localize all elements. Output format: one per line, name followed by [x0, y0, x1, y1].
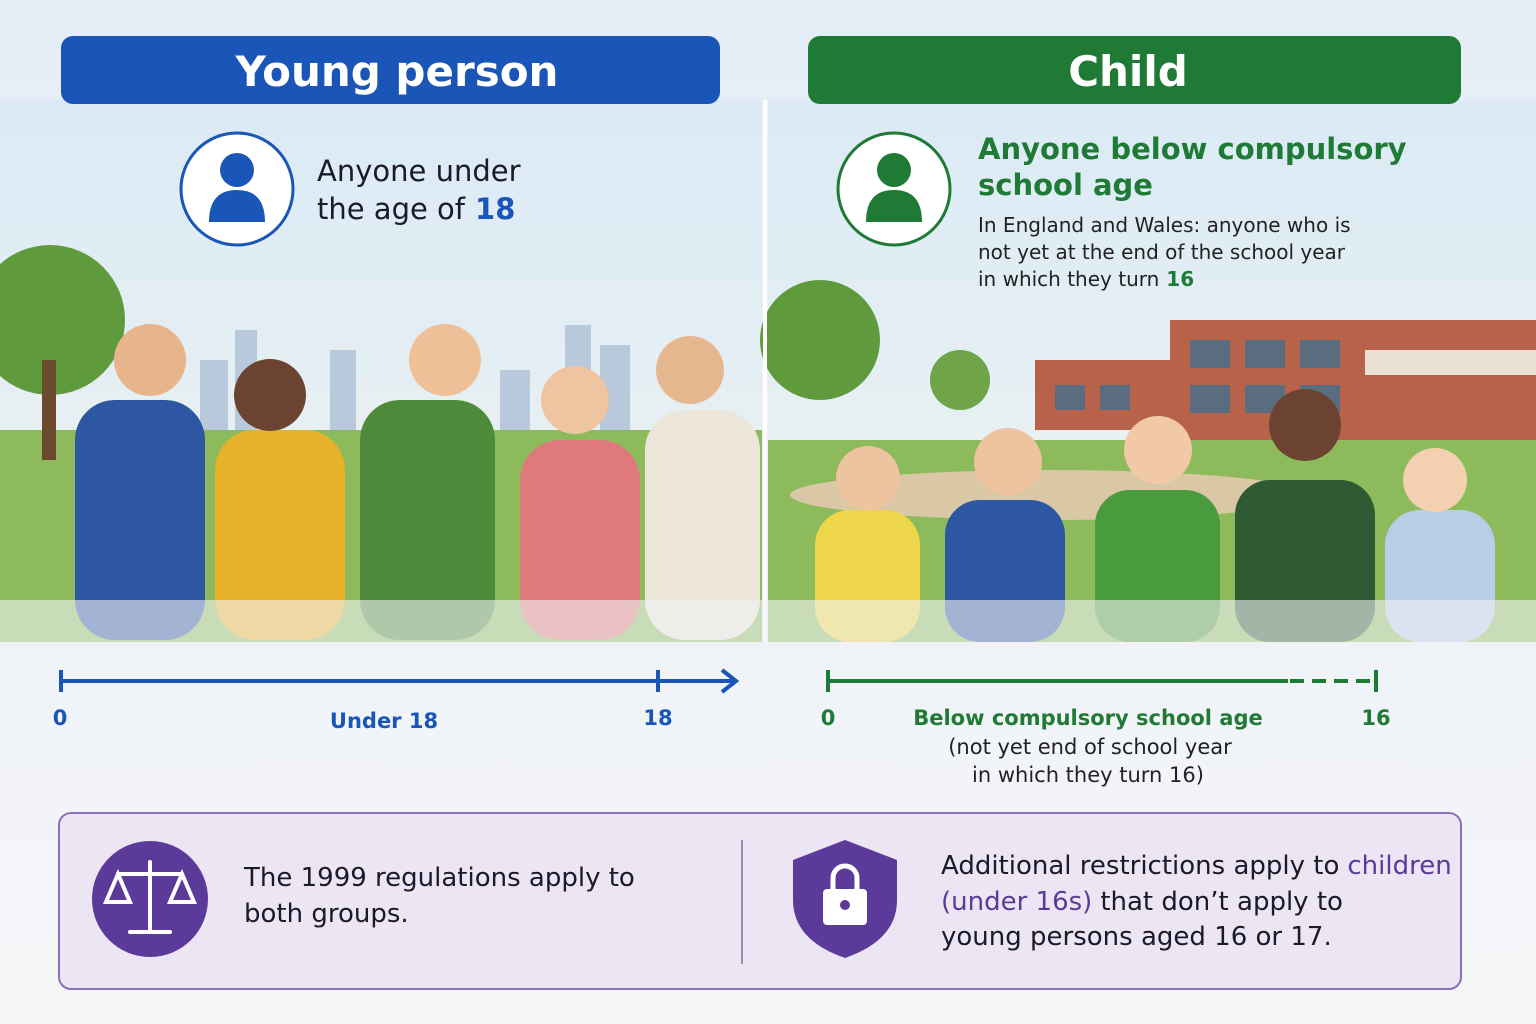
- school: [1170, 320, 1536, 450]
- tree: [760, 280, 880, 400]
- footer-text: both groups.: [244, 899, 409, 929]
- timeline-label: Under 18: [330, 709, 438, 733]
- tree: [930, 350, 990, 410]
- heading: Anyone below compulsory: [978, 132, 1407, 166]
- highlight: 18: [475, 192, 515, 226]
- highlight: children: [1347, 851, 1451, 881]
- footer-text-part: that don’t apply to: [1100, 887, 1343, 917]
- title: Young person: [235, 47, 559, 96]
- highlight: (under 16s): [941, 887, 1092, 917]
- timeline-start: 0: [53, 706, 68, 730]
- fade: [0, 600, 1536, 650]
- trunk: [42, 360, 56, 460]
- person-glyph: [209, 153, 265, 222]
- timeline-end: 18: [643, 706, 672, 730]
- tree: [0, 245, 125, 395]
- footer-text: (under 16s) that don’t apply to: [941, 887, 1343, 917]
- timeline: [59, 668, 740, 694]
- footer-text: Additional restrictions apply to children: [941, 851, 1452, 881]
- detail-text: in which they turn: [978, 267, 1159, 291]
- person-glyph: [866, 153, 922, 222]
- footer-text: young persons aged 16 or 17.: [941, 922, 1332, 952]
- banner: [61, 36, 720, 104]
- title: Child: [1068, 47, 1188, 96]
- scales-glyph: [102, 860, 198, 934]
- definition: the age of 18: [317, 192, 515, 226]
- timeline-end: 16: [1361, 706, 1390, 730]
- person-icon: [836, 131, 952, 247]
- timeline-note: (not yet end of school year: [948, 735, 1232, 759]
- footer-text-part: Additional restrictions apply to: [941, 851, 1339, 881]
- canopy: [1365, 350, 1536, 375]
- timeline-label: Below compulsory school age: [913, 706, 1263, 730]
- teens: [75, 324, 760, 640]
- detail: in which they turn 16: [978, 267, 1194, 291]
- person-icon: [179, 131, 295, 247]
- timeline: [826, 670, 1378, 692]
- banner: [808, 36, 1461, 104]
- timeline-note: in which they turn 16): [972, 763, 1204, 787]
- definition: Anyone under: [317, 154, 521, 188]
- definition-text: the age of: [317, 192, 466, 226]
- footer-text: The 1999 regulations apply to: [243, 863, 635, 893]
- footer-box: [58, 812, 1462, 990]
- timeline-start: 0: [821, 706, 836, 730]
- heading: school age: [978, 168, 1153, 202]
- highlight: 16: [1166, 267, 1194, 291]
- detail: In England and Wales: anyone who is: [978, 213, 1351, 237]
- lock-glyph: [823, 863, 867, 925]
- detail: not yet at the end of the school year: [978, 240, 1346, 264]
